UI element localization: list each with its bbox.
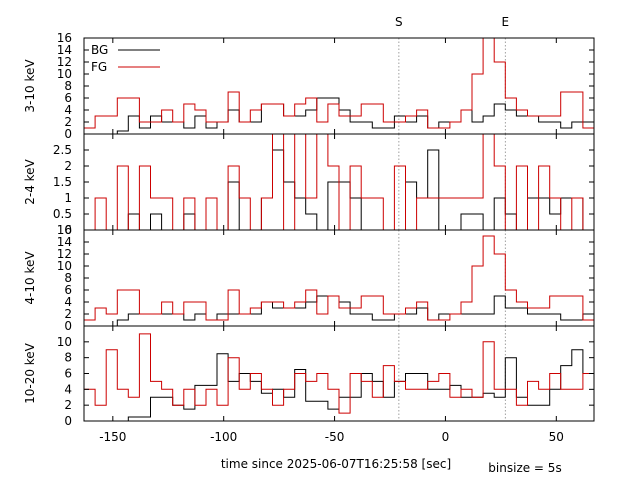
y-tick-label: 14 — [57, 43, 72, 57]
y-tick-label: 0.5 — [53, 207, 72, 221]
y-tick-label: 8 — [64, 351, 72, 365]
x-tick-label: 0 — [442, 430, 450, 444]
y-axis-label: 3-10 keV — [23, 59, 37, 113]
legend-entry-fg: FG — [91, 60, 107, 74]
y-tick-label: 2.5 — [53, 143, 72, 157]
panel-frame — [83, 37, 595, 135]
panel-3: 0 2 46 8 10 10-20 keV — [23, 325, 595, 428]
x-tick-label: 50 — [549, 430, 564, 444]
y-tick-label: 6 — [64, 367, 72, 381]
x-axis-label: time since 2025-06-07T16:25:58 [sec] — [221, 457, 451, 471]
y-tick-label: 6 — [64, 283, 72, 297]
x-tick-label: -150 — [99, 430, 126, 444]
series-fg-line — [84, 134, 594, 230]
y-tick-label: 8 — [64, 79, 72, 93]
y-tick-label: 10 — [57, 67, 72, 81]
y-tick-label: 4 — [64, 103, 72, 117]
marker-label-s: S — [395, 15, 403, 29]
y-axis-label: 2-4 keV — [23, 158, 37, 204]
y-tick-label: 10 — [57, 335, 72, 349]
y-tick-label: 1 — [64, 191, 72, 205]
legend-entry-bg: BG — [91, 43, 108, 57]
y-tick-label: 0 — [64, 223, 72, 237]
y-tick-label: 4 — [64, 382, 72, 396]
series-bg-line — [84, 149, 594, 230]
binsize-label: binsize = 5s — [488, 461, 561, 475]
series-bg-line — [84, 97, 594, 134]
y-tick-label: 1.5 — [53, 175, 72, 189]
y-tick-label: 2 — [64, 307, 72, 321]
series-bg-line — [84, 295, 594, 326]
x-tick-label: -50 — [325, 430, 345, 444]
series-bg-line — [84, 349, 594, 421]
y-tick-label: 0 — [64, 319, 72, 333]
series-fg-line — [84, 38, 594, 129]
panel-1: 0 0.5 1 1.5 2 2.5 2-4 keV — [23, 133, 595, 237]
y-tick-label: 8 — [64, 271, 72, 285]
y-tick-label: 6 — [64, 91, 72, 105]
legend: BG FG — [91, 43, 160, 74]
y-tick-label: 16 — [57, 223, 72, 237]
panel-frame — [83, 229, 595, 327]
marker-label-e: E — [502, 15, 510, 29]
series-fg-line — [84, 333, 594, 414]
y-tick-label: 2 — [64, 398, 72, 412]
y-tick-label: 0 — [64, 127, 72, 141]
y-tick-label: 16 — [57, 31, 72, 45]
y-tick-label: 4 — [64, 295, 72, 309]
y-tick-label: 0 — [64, 414, 72, 428]
y-tick-label: 2 — [64, 115, 72, 129]
x-tick-label: -100 — [210, 430, 237, 444]
y-axis-label: 4-10 keV — [23, 251, 37, 305]
y-tick-label: 14 — [57, 235, 72, 249]
y-tick-label: 2 — [64, 159, 72, 173]
y-tick-label: 10 — [57, 259, 72, 273]
y-tick-label: 12 — [57, 55, 72, 69]
y-tick-label: 12 — [57, 247, 72, 261]
series-fg-line — [84, 235, 594, 321]
y-axis-label: 10-20 keV — [23, 342, 37, 404]
